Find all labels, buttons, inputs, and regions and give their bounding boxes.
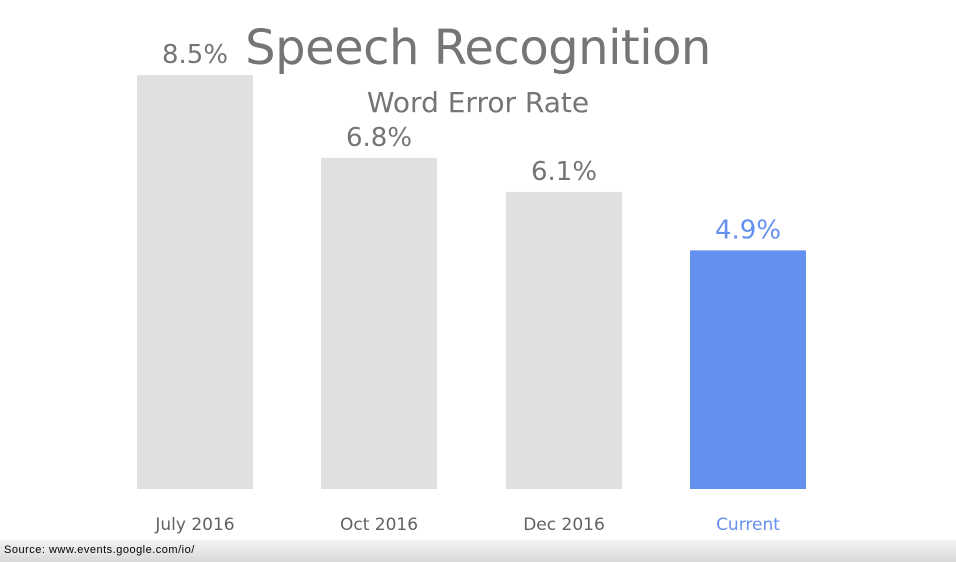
value-label: 6.1%	[531, 157, 597, 187]
value-label: 6.8%	[346, 123, 412, 153]
bar-oct-2016	[321, 157, 437, 489]
category-label: July 2016	[154, 515, 234, 535]
category-label: Current	[716, 515, 780, 535]
value-label: 4.9%	[715, 215, 781, 245]
source-footer: Source: www.events.google.com/io/	[0, 540, 956, 562]
source-text: Source: www.events.google.com/io/	[4, 544, 195, 556]
bar-chart: 8.5% July 2016 6.8% Oct 2016 6.1% Dec 2016 4.9…	[137, 40, 806, 535]
bar-dec-2016	[506, 191, 622, 489]
bar-current	[690, 250, 806, 489]
value-label: 8.5%	[162, 40, 228, 70]
bar-july-2016	[137, 75, 253, 490]
category-label: Oct 2016	[340, 515, 418, 535]
chart-subtitle: Word Error Rate	[366, 86, 590, 119]
category-label: Dec 2016	[523, 515, 605, 535]
chart-title: Speech Recognition	[245, 20, 711, 76]
